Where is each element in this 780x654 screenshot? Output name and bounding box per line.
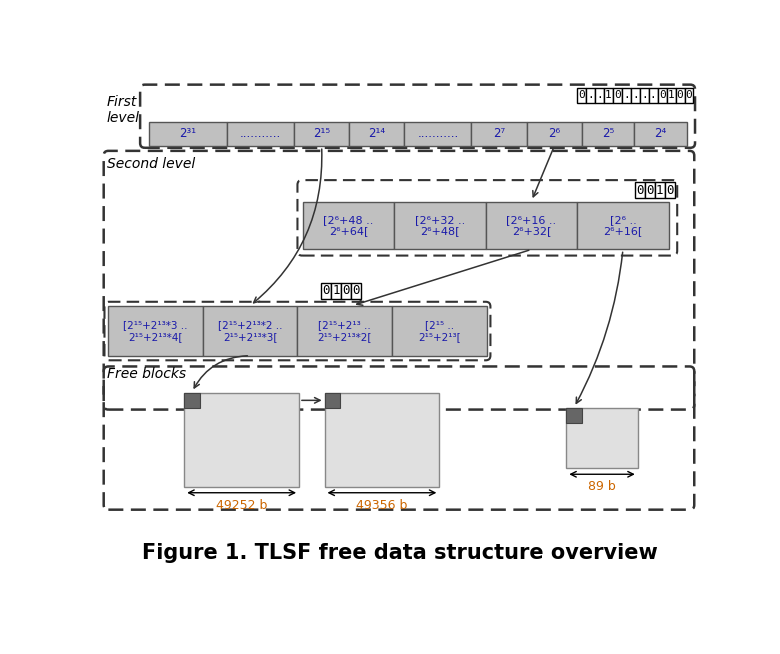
Text: .: . [641, 90, 647, 101]
Text: 0: 0 [686, 90, 693, 101]
Bar [654, 182, 665, 198]
Bar [634, 122, 686, 146]
Bar [675, 88, 685, 103]
Bar [644, 182, 654, 198]
Bar [649, 88, 658, 103]
Bar [566, 408, 582, 423]
Bar [665, 182, 675, 198]
Text: Free blocks: Free blocks [107, 367, 186, 381]
Text: First
level: First level [107, 95, 140, 125]
Text: .: . [596, 90, 603, 101]
Text: 2⁴: 2⁴ [654, 128, 666, 141]
Text: .: . [650, 90, 657, 101]
Bar [640, 88, 649, 103]
Bar [604, 88, 613, 103]
Text: [2¹⁵+2¹³*2 ..
2¹⁵+2¹³*3[: [2¹⁵+2¹³*2 .. 2¹⁵+2¹³*3[ [218, 320, 282, 342]
Text: .: . [623, 90, 629, 101]
Bar [349, 122, 405, 146]
Text: .: . [632, 90, 639, 101]
Text: 0: 0 [666, 184, 674, 197]
Bar [631, 88, 640, 103]
Bar [595, 88, 604, 103]
Text: Second level: Second level [107, 157, 195, 171]
Text: [2⁶+32 ..
2⁶+48[: [2⁶+32 .. 2⁶+48[ [415, 215, 465, 236]
Text: [2⁶+48 ..
2⁶+64[: [2⁶+48 .. 2⁶+64[ [324, 215, 374, 236]
Bar [149, 122, 227, 146]
Bar [294, 122, 349, 146]
Bar [331, 283, 341, 299]
Text: 2⁷: 2⁷ [493, 128, 505, 141]
Bar [324, 392, 340, 408]
Text: 0: 0 [659, 90, 665, 101]
Text: 0: 0 [646, 184, 654, 197]
Bar [486, 201, 577, 249]
Text: 0: 0 [322, 284, 329, 298]
Bar [184, 392, 200, 408]
Bar [392, 307, 487, 356]
Bar [577, 201, 668, 249]
Text: 2¹⁵: 2¹⁵ [313, 128, 330, 141]
Bar [622, 88, 631, 103]
Text: ...........: ........... [417, 128, 459, 141]
Text: 2¹⁴: 2¹⁴ [368, 128, 385, 141]
Bar [582, 122, 634, 146]
Text: 0: 0 [342, 284, 349, 298]
Text: [2⁶ ..
2⁶+16[: [2⁶ .. 2⁶+16[ [603, 215, 643, 236]
Bar [341, 283, 351, 299]
Text: [2¹⁵ ..
2¹⁵+2¹³[: [2¹⁵ .. 2¹⁵+2¹³[ [418, 320, 461, 342]
Bar [395, 201, 486, 249]
Bar [321, 283, 331, 299]
Bar [324, 392, 439, 487]
Bar [577, 88, 586, 103]
Bar [303, 201, 395, 249]
Bar [184, 392, 299, 487]
Text: 2⁵: 2⁵ [602, 128, 614, 141]
Bar [108, 307, 203, 356]
Bar [405, 122, 471, 146]
Text: 2⁶: 2⁶ [548, 128, 560, 141]
Bar [566, 408, 638, 468]
Bar [658, 88, 667, 103]
Bar [351, 283, 361, 299]
Text: 2³¹: 2³¹ [179, 128, 197, 141]
Bar [613, 88, 622, 103]
Bar [203, 307, 297, 356]
Bar [227, 122, 294, 146]
Text: 0: 0 [677, 90, 683, 101]
Text: 89 b: 89 b [588, 481, 616, 493]
Text: [2¹⁵+2¹³*3 ..
2¹⁵+2¹³*4[: [2¹⁵+2¹³*3 .. 2¹⁵+2¹³*4[ [123, 320, 188, 342]
Bar [667, 88, 675, 103]
Text: Figure 1. TLSF free data structure overview: Figure 1. TLSF free data structure overv… [142, 543, 658, 563]
Text: 1: 1 [605, 90, 612, 101]
Text: 1: 1 [656, 184, 664, 197]
Text: [2¹⁵+2¹³ ..
2¹⁵+2¹³*2[: [2¹⁵+2¹³ .. 2¹⁵+2¹³*2[ [317, 320, 372, 342]
Text: 0: 0 [636, 184, 643, 197]
Bar [471, 122, 526, 146]
Text: 1: 1 [668, 90, 675, 101]
Bar [526, 122, 582, 146]
Bar [586, 88, 595, 103]
Text: ...........: ........... [240, 128, 282, 141]
Text: 0: 0 [353, 284, 360, 298]
Bar [635, 182, 644, 198]
Bar [685, 88, 693, 103]
Text: [2⁶+16 ..
2⁶+32[: [2⁶+16 .. 2⁶+32[ [506, 215, 557, 236]
Text: 0: 0 [614, 90, 621, 101]
Bar [297, 307, 392, 356]
Text: 1: 1 [332, 284, 339, 298]
Text: 49356 b: 49356 b [356, 499, 408, 512]
Text: 49252 b: 49252 b [216, 499, 268, 512]
Text: .: . [587, 90, 594, 101]
Text: 0: 0 [578, 90, 585, 101]
